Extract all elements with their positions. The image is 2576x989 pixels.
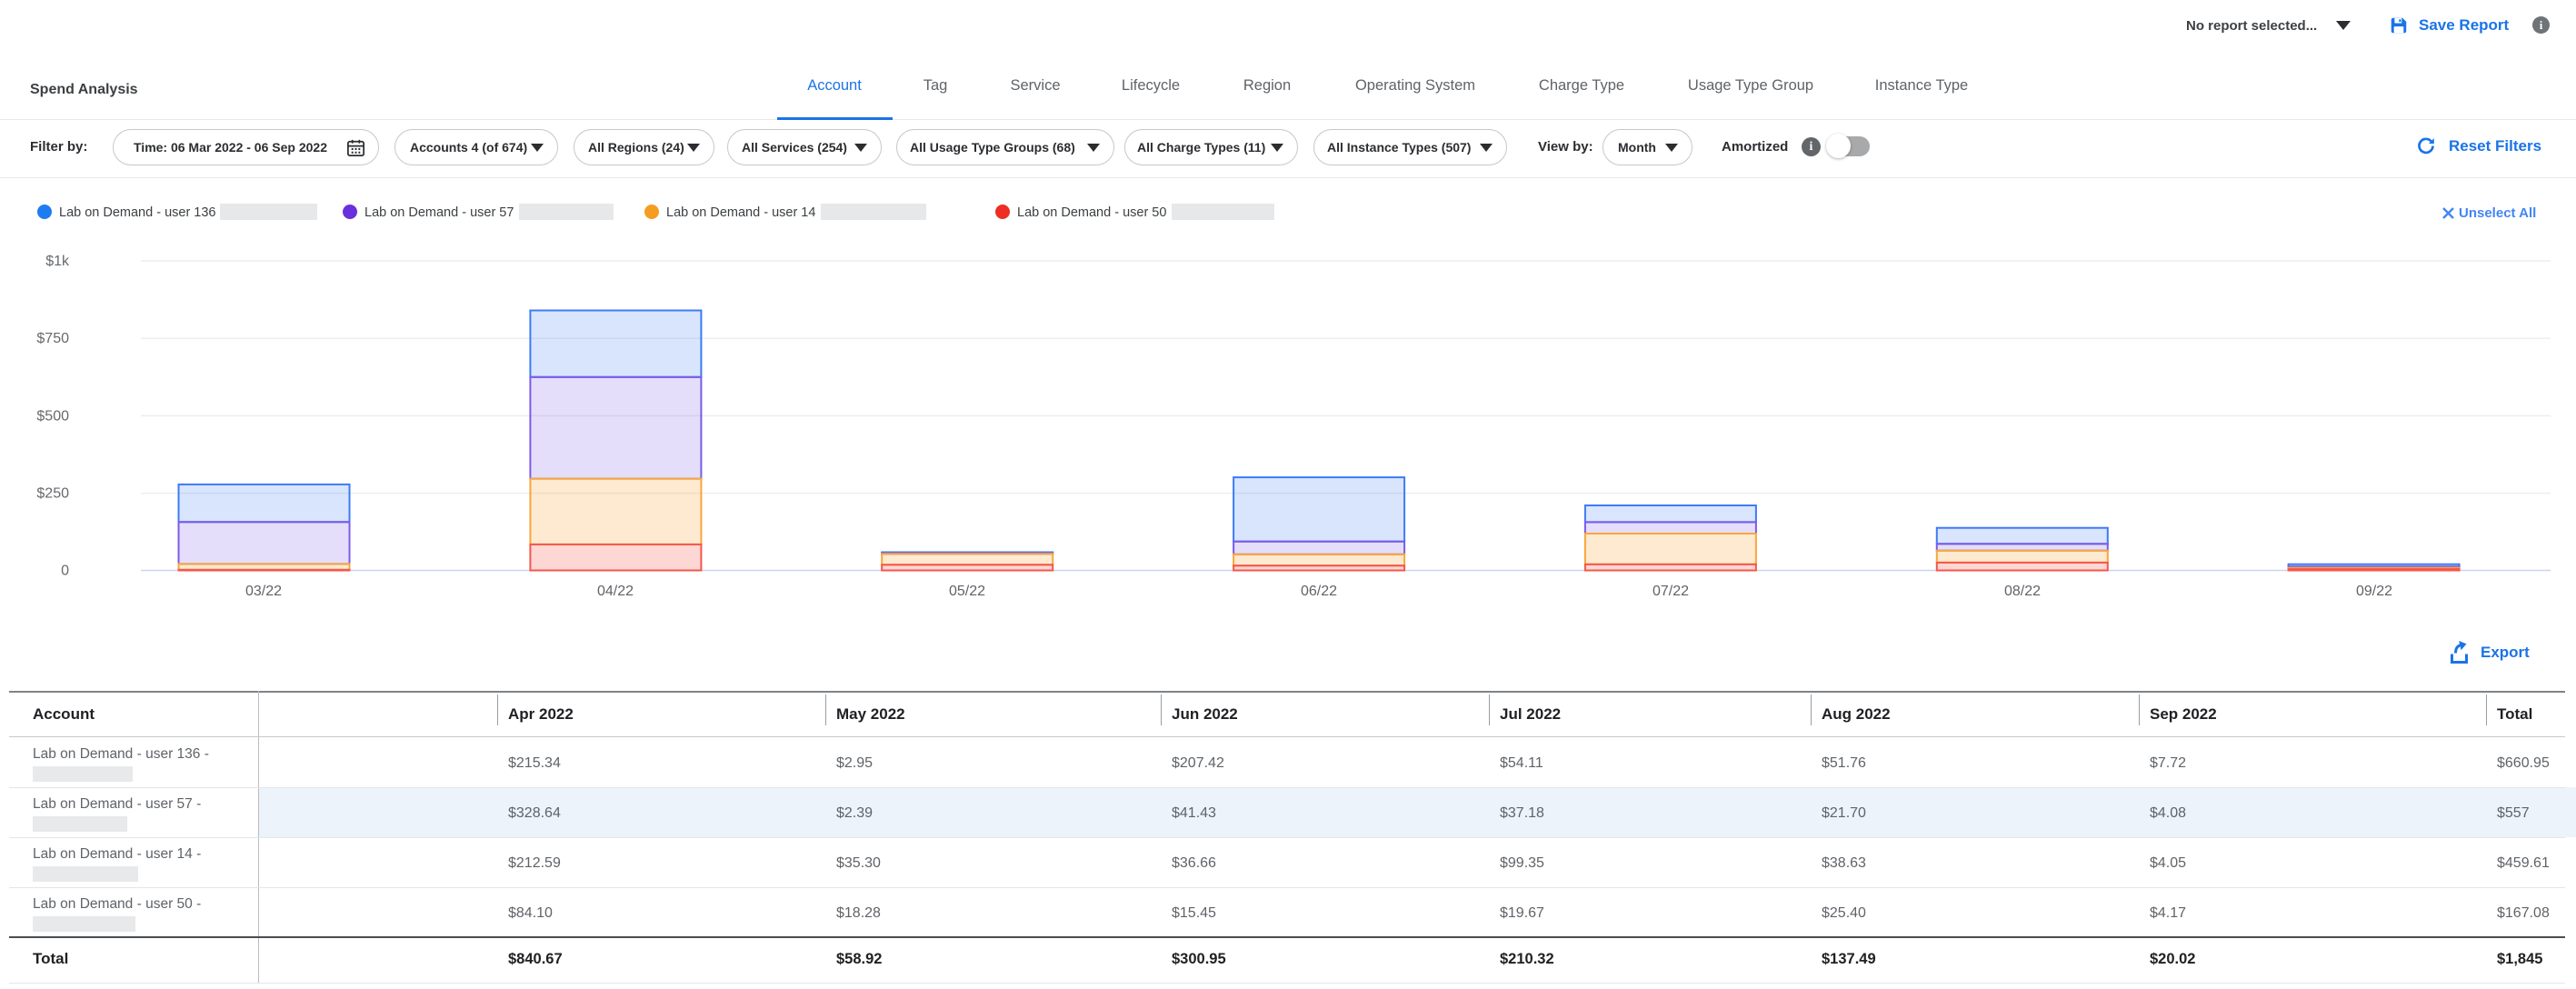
- svg-text:04/22: 04/22: [597, 584, 634, 599]
- svg-text:05/22: 05/22: [949, 584, 985, 599]
- svg-text:$250: $250: [36, 486, 69, 502]
- svg-text:$1k: $1k: [45, 254, 70, 269]
- svg-text:09/22: 09/22: [2356, 584, 2392, 599]
- svg-text:$500: $500: [36, 408, 69, 424]
- svg-text:06/22: 06/22: [1301, 584, 1337, 599]
- svg-text:07/22: 07/22: [1652, 584, 1689, 599]
- svg-text:08/22: 08/22: [2004, 584, 2041, 599]
- svg-text:$750: $750: [36, 331, 69, 346]
- svg-text:0: 0: [61, 564, 69, 579]
- svg-text:03/22: 03/22: [245, 584, 282, 599]
